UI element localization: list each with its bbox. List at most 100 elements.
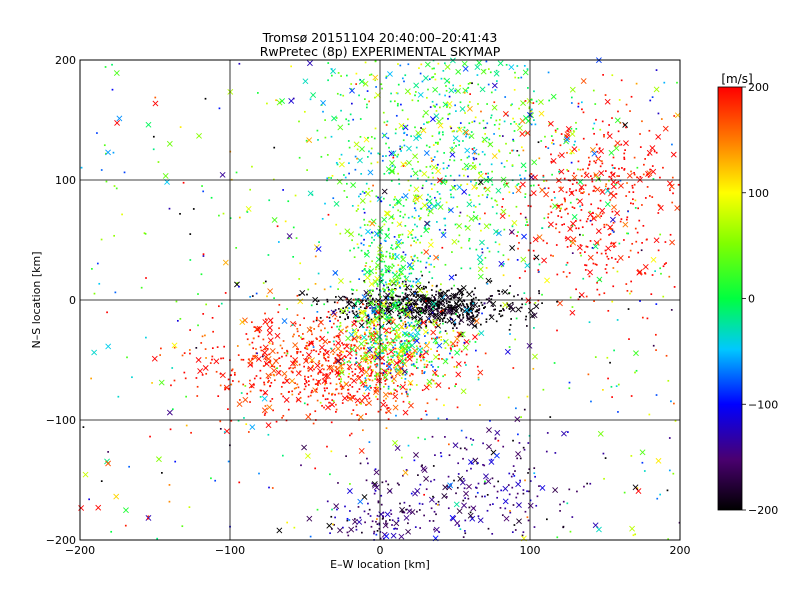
scatter-point <box>330 326 333 329</box>
scatter-point-x <box>477 517 484 524</box>
scatter-point <box>394 253 397 255</box>
scatter-point <box>358 195 360 198</box>
scatter-point <box>439 320 441 322</box>
scatter-point <box>425 326 428 328</box>
scatter-point <box>211 355 214 358</box>
scatter-point <box>594 161 597 164</box>
scatter-point <box>291 324 294 326</box>
scatter-point <box>466 214 469 217</box>
scatter-point <box>378 267 381 270</box>
scatter-point <box>449 347 452 349</box>
scatter-point <box>316 129 319 132</box>
scatter-point <box>565 207 568 210</box>
scatter-point <box>386 342 389 344</box>
scatter-point <box>181 525 184 528</box>
scatter-point <box>384 264 387 267</box>
scatter-point <box>537 141 540 144</box>
scatter-point <box>435 342 438 344</box>
scatter-point <box>435 290 438 293</box>
scatter-point <box>582 168 584 171</box>
scatter-point <box>392 265 395 267</box>
scatter-point <box>357 375 359 377</box>
scatter-point <box>496 490 499 493</box>
scatter-point <box>302 354 304 356</box>
scatter-point <box>384 240 387 242</box>
scatter-point <box>412 311 415 314</box>
scatter-point <box>378 316 381 318</box>
scatter-point <box>386 120 389 123</box>
scatter-point <box>511 486 514 489</box>
scatter-point-x <box>361 294 368 301</box>
scatter-point <box>467 104 470 107</box>
scatter-point <box>618 242 621 245</box>
scatter-point <box>400 308 403 311</box>
scatter-point <box>398 317 401 320</box>
scatter-point <box>375 332 377 335</box>
scatter-point <box>477 515 480 518</box>
scatter-point <box>366 224 369 226</box>
scatter-point <box>276 225 279 228</box>
scatter-point <box>357 329 359 332</box>
scatter-point <box>564 140 567 143</box>
scatter-point <box>202 253 205 256</box>
scatter-point <box>570 127 573 130</box>
scatter-point-x <box>420 294 426 301</box>
scatter-point <box>642 173 645 176</box>
scatter-point-x <box>555 203 562 210</box>
scatter-point <box>250 321 253 324</box>
scatter-point <box>196 385 199 388</box>
scatter-point <box>413 260 416 263</box>
scatter-point-x <box>528 112 535 119</box>
scatter-point <box>501 514 504 517</box>
scatter-point <box>179 126 182 128</box>
scatter-point-x <box>598 170 605 177</box>
scatter-point <box>361 374 364 377</box>
scatter-point <box>346 196 348 198</box>
scatter-point <box>414 94 416 97</box>
scatter-point <box>614 258 617 260</box>
scatter-point-x <box>382 522 389 529</box>
scatter-point <box>616 261 619 263</box>
scatter-point <box>445 201 448 204</box>
scatter-point <box>314 410 317 413</box>
scatter-point-x <box>392 393 399 400</box>
scatter-point <box>524 270 526 273</box>
scatter-point <box>322 110 324 113</box>
scatter-point <box>282 414 285 417</box>
scatter-point <box>248 343 251 346</box>
scatter-point <box>404 280 407 283</box>
scatter-point <box>432 144 435 146</box>
scatter-point <box>547 147 550 150</box>
scatter-point-x <box>344 228 351 235</box>
scatter-point-x <box>561 430 567 437</box>
scatter-point <box>367 297 369 300</box>
scatter-point <box>363 211 366 214</box>
scatter-point <box>438 193 441 195</box>
scatter-point <box>600 189 603 191</box>
scatter-point <box>417 259 419 262</box>
scatter-point <box>380 200 383 203</box>
scatter-point <box>545 450 548 453</box>
scatter-point <box>613 246 615 248</box>
scatter-point <box>612 167 615 169</box>
scatter-point <box>304 385 307 388</box>
scatter-point <box>451 307 453 310</box>
scatter-point <box>305 381 308 384</box>
scatter-point <box>342 343 345 346</box>
scatter-point <box>352 289 355 291</box>
scatter-point-x <box>393 520 400 527</box>
scatter-point <box>466 304 469 306</box>
scatter-point <box>538 270 540 273</box>
scatter-point <box>373 355 375 358</box>
scatter-point-x <box>548 221 554 228</box>
scatter-point <box>415 310 417 313</box>
scatter-point-x <box>326 364 333 371</box>
scatter-point <box>667 379 670 382</box>
scatter-point-x <box>455 371 462 378</box>
scatter-point <box>577 102 580 105</box>
scatter-point <box>584 269 587 271</box>
scatter-point <box>454 385 456 388</box>
scatter-point <box>374 328 377 331</box>
scatter-point <box>526 516 529 519</box>
scatter-point <box>390 257 393 260</box>
